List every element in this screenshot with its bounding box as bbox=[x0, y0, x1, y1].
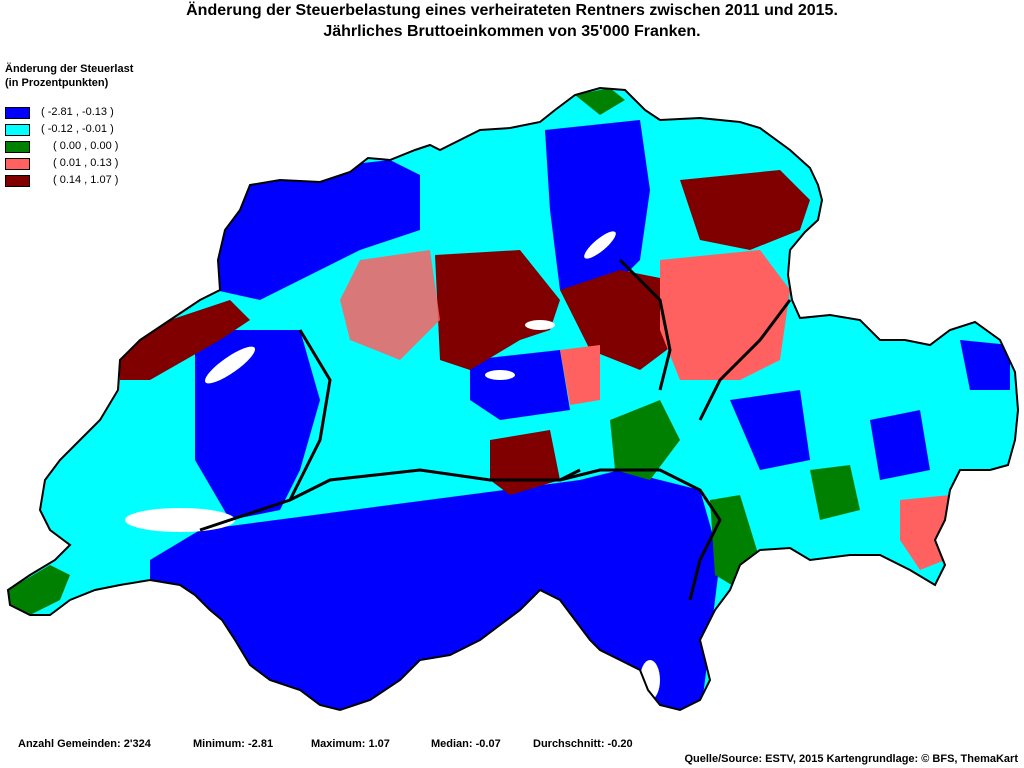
title-line-2: Jährliches Bruttoeinkommen von 35'000 Fr… bbox=[323, 23, 701, 40]
country-border bbox=[6, 86, 1020, 712]
region-north-blue bbox=[545, 120, 650, 300]
legend-label-class-3: ( 0.00 , 0.00 ) bbox=[53, 140, 119, 152]
switzerland-map bbox=[0, 80, 1024, 720]
region-dark-red-center bbox=[435, 250, 560, 370]
legend-item-class-2: ( -0.12 , -0.01 ) bbox=[5, 123, 165, 141]
region-west-blue bbox=[195, 330, 320, 520]
legend-item-class-1: ( -2.81 , -0.13 ) bbox=[5, 106, 165, 124]
region-dark-red-center-2 bbox=[560, 270, 680, 370]
region-dark-red-west bbox=[120, 300, 250, 380]
legend-swatch-class-1 bbox=[5, 107, 30, 119]
region-central-blue bbox=[470, 350, 570, 420]
region-green-graubuenden bbox=[810, 465, 860, 520]
canton-border-central bbox=[618, 258, 672, 391]
lake-neuchatel bbox=[205, 346, 255, 384]
legend-item-class-5: ( 0.14 , 1.07 ) bbox=[5, 174, 165, 192]
legend-label-class-5: ( 0.14 , 1.07 ) bbox=[53, 174, 119, 186]
region-east-blue-3 bbox=[960, 340, 1010, 390]
region-green-schaffhausen bbox=[575, 88, 625, 115]
region-salmon-engadin bbox=[900, 495, 950, 570]
legend-label-class-2: ( -0.12 , -0.01 ) bbox=[41, 123, 114, 135]
canton-border-fribourg bbox=[288, 329, 332, 501]
legend-swatch-class-2 bbox=[5, 124, 30, 136]
region-green-geneva bbox=[8, 565, 70, 615]
legend-title: Änderung der Steuerlast (in Prozentpunkt… bbox=[5, 62, 133, 90]
canton-border-graubuenden bbox=[698, 299, 792, 421]
stat-minimum: Minimum: -2.81 bbox=[193, 738, 274, 750]
legend-title-line-2: (in Prozentpunkten) bbox=[5, 77, 109, 89]
source-credit: Quelle/Source: ESTV, 2015 Kartengrundlag… bbox=[684, 753, 1018, 765]
stat-count: Anzahl Gemeinden: 2'324 bbox=[18, 738, 151, 750]
map-title: Änderung der Steuerbelastung eines verhe… bbox=[0, 0, 1024, 42]
legend-item-class-3: ( 0.00 , 0.00 ) bbox=[5, 140, 165, 158]
map-svg bbox=[6, 86, 1020, 712]
lake-lucerne bbox=[525, 320, 555, 330]
stat-average: Durchschnitt: -0.20 bbox=[533, 738, 633, 750]
stat-maximum: Maximum: 1.07 bbox=[311, 738, 390, 750]
region-east-blue bbox=[730, 390, 810, 470]
lake-zurich bbox=[584, 231, 616, 259]
legend-title-line-1: Änderung der Steuerlast bbox=[5, 63, 134, 75]
legend-label-class-1: ( -2.81 , -0.13 ) bbox=[41, 106, 114, 118]
stat-median: Median: -0.07 bbox=[431, 738, 501, 750]
lake-geneva bbox=[125, 508, 235, 532]
canton-border-ticino bbox=[559, 468, 722, 601]
region-green-glarus bbox=[610, 400, 680, 480]
title-line-1: Änderung der Steuerbelastung eines verhe… bbox=[186, 2, 838, 19]
statistics-bar: Anzahl Gemeinden: 2'324 Minimum: -2.81 M… bbox=[0, 738, 1024, 754]
legend-swatch-class-3 bbox=[5, 141, 30, 153]
legend-item-class-4: ( 0.01 , 0.13 ) bbox=[5, 157, 165, 175]
region-salmon-central bbox=[560, 345, 600, 405]
region-east-blue-2 bbox=[870, 410, 930, 480]
legend-swatch-class-4 bbox=[5, 158, 30, 170]
region-salmon-east bbox=[660, 250, 790, 380]
lake-thun bbox=[485, 370, 515, 380]
canton-borders bbox=[199, 258, 792, 601]
legend: ( -2.81 , -0.13 ) ( -0.12 , -0.01 ) ( 0.… bbox=[5, 106, 165, 192]
legend-label-class-4: ( 0.01 , 0.13 ) bbox=[53, 157, 119, 169]
region-salmon-mittelland bbox=[340, 250, 440, 360]
region-dark-red-northeast bbox=[680, 170, 810, 250]
region-northwest-blue bbox=[215, 160, 420, 300]
municipality-choropleth bbox=[8, 88, 1018, 710]
legend-swatch-class-5 bbox=[5, 175, 30, 187]
